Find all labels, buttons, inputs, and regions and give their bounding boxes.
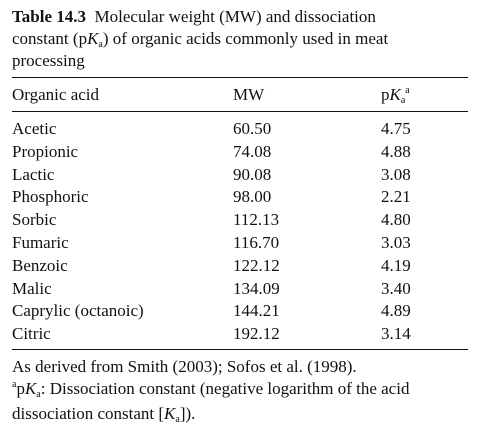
- pka-k-symbol: K: [389, 85, 401, 104]
- table-row: Lactic 90.08 3.08: [0, 164, 491, 187]
- footnote-text: : Dissociation constant (negative logari…: [40, 379, 410, 398]
- column-header-organic-acid: Organic acid: [12, 85, 100, 104]
- cell-mw: 74.08: [233, 141, 272, 161]
- cell-pka: 4.19: [381, 255, 411, 275]
- cell-organic-acid: Propionic: [12, 141, 79, 161]
- footnote-k-subscript-2: a: [175, 414, 180, 425]
- cell-organic-acid: Caprylic (octanoic): [12, 301, 144, 321]
- footnote-pka-line-1: apKa: Dissociation constant (negative lo…: [12, 378, 482, 403]
- table-label: Table 14.3: [12, 7, 87, 26]
- pka-subscript: a: [400, 95, 406, 106]
- cell-mw: 98.00: [233, 187, 272, 207]
- cell-pka: 3.03: [381, 232, 411, 252]
- caption-k-subscript: a: [98, 39, 103, 50]
- top-rule: [12, 77, 468, 78]
- table-row: Propionic 74.08 4.88: [0, 141, 491, 164]
- header-rule: [12, 111, 468, 112]
- cell-organic-acid: Citric: [12, 324, 51, 344]
- table-row: Malic 134.09 3.40: [0, 278, 491, 301]
- cell-mw: 116.70: [233, 232, 280, 252]
- caption-text-1: Molecular weight (MW) and dissociation: [94, 7, 376, 26]
- cell-pka: 3.14: [381, 324, 411, 344]
- table-body: Acetic 60.50 4.75 Propionic 74.08 4.88 Lacti…: [0, 118, 491, 346]
- bottom-rule: [12, 349, 468, 350]
- footnote-text-2a: dissociation constant [: [12, 404, 165, 423]
- cell-mw: 60.50: [233, 119, 272, 138]
- cell-organic-acid: Lactic: [12, 164, 55, 184]
- pka-footnote-marker: a: [405, 85, 410, 96]
- footnote-pka-line-2: dissociation constant [Ka]).: [12, 403, 482, 425]
- cell-pka: 3.40: [381, 278, 411, 298]
- column-header-pka: pKaa: [381, 84, 410, 109]
- cell-mw: 192.12: [233, 324, 280, 344]
- caption-text-2a: constant (p: [12, 29, 88, 48]
- table-row: Benzoic 122.12 4.19: [0, 255, 491, 278]
- footnote-k-symbol-2: K: [164, 404, 176, 423]
- caption-k-symbol: K: [87, 29, 99, 48]
- cell-pka: 4.75: [381, 119, 411, 138]
- cell-pka: 2.21: [381, 187, 411, 207]
- cell-organic-acid: Acetic: [12, 119, 57, 138]
- cell-organic-acid: Fumaric: [12, 232, 69, 252]
- column-header-mw: MW: [233, 85, 265, 104]
- cell-pka: 4.89: [381, 301, 411, 321]
- footnote-text-2b: ]).: [179, 404, 196, 423]
- footnote-p: p: [16, 379, 25, 398]
- cell-organic-acid: Malic: [12, 278, 52, 298]
- caption-line-2: constant (pKa) of organic acids commonly…: [12, 28, 472, 50]
- table-row: Caprylic (octanoic) 144.21 4.89: [0, 300, 491, 323]
- cell-pka: 4.88: [381, 141, 411, 161]
- table-row: Fumaric 116.70 3.03: [0, 232, 491, 255]
- table-row: Sorbic 112.13 4.80: [0, 209, 491, 232]
- cell-mw: 90.08: [233, 164, 272, 184]
- cell-mw: 144.21: [233, 301, 280, 321]
- cell-mw: 134.09: [233, 278, 280, 298]
- cell-organic-acid: Sorbic: [12, 210, 57, 230]
- cell-organic-acid: Phosphoric: [12, 187, 89, 207]
- pka-p: p: [381, 85, 390, 104]
- caption-text-2b: ) of organic acids commonly used in meat: [102, 29, 389, 48]
- caption-line-1: Table 14.3 Molecular weight (MW) and dis…: [12, 6, 472, 28]
- footnote-k-symbol: K: [24, 379, 37, 398]
- footnote-marker: a: [12, 379, 17, 390]
- footnote-source: As derived from Smith (2003); Sofos et a…: [12, 357, 357, 376]
- caption-line-3: processing: [12, 51, 85, 70]
- table-row: Citric 192.12 3.14: [0, 323, 491, 346]
- cell-organic-acid: Benzoic: [12, 255, 68, 275]
- footnote-k-subscript: a: [36, 389, 41, 400]
- table-footnotes: As derived from Smith (2003); Sofos et a…: [12, 356, 482, 425]
- table-row: Phosphoric 98.00 2.21: [0, 186, 491, 209]
- table-caption: Table 14.3 Molecular weight (MW) and dis…: [12, 6, 472, 72]
- cell-pka: 4.80: [381, 210, 411, 230]
- cell-mw: 112.13: [233, 210, 280, 230]
- table-row: Acetic 60.50 4.75: [0, 118, 491, 141]
- cell-pka: 3.08: [381, 164, 411, 184]
- cell-mw: 122.12: [233, 255, 280, 275]
